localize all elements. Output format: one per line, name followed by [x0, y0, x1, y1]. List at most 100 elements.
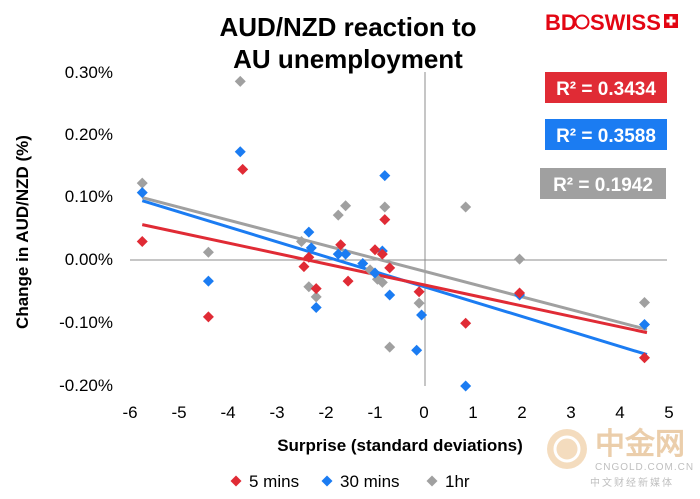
- point-5mins: [310, 283, 322, 295]
- r2-badge-background: [540, 168, 666, 199]
- point-1hr: [310, 291, 322, 303]
- point-30mins: [379, 170, 391, 182]
- data-points: [136, 75, 650, 392]
- point-30mins: [310, 302, 322, 313]
- point-5mins: [379, 214, 391, 226]
- point-5mins: [202, 311, 214, 323]
- point-5mins: [514, 287, 526, 299]
- point-5mins: [237, 163, 249, 175]
- cngold-watermark: 中金网 CNGOLD.COM.CN 中文财经新媒体: [547, 427, 694, 489]
- point-1hr: [384, 341, 396, 353]
- legend: 5 mins 30 mins 1hr: [230, 472, 470, 491]
- x-tick-label: 5: [664, 403, 673, 422]
- x-tick-label: -4: [220, 403, 235, 422]
- point-1hr: [379, 201, 391, 213]
- chart-subtitle: AU unemployment: [233, 44, 463, 74]
- point-1hr: [136, 177, 148, 189]
- trendlines: [141, 196, 648, 357]
- legend-label-30min: 30 mins: [340, 472, 400, 491]
- y-tick-label: 0.00%: [65, 250, 113, 269]
- x-tick-label: 1: [468, 403, 477, 422]
- watermark-logo-icon: [547, 429, 587, 469]
- point-5mins: [342, 275, 354, 287]
- point-5mins: [413, 286, 425, 298]
- point-30mins: [639, 318, 650, 330]
- point-1hr: [332, 209, 344, 221]
- logo-ring-icon: [574, 14, 590, 30]
- r2-badge-background: [545, 72, 667, 103]
- x-tick-labels: -6 -5 -4 -3 -2 -1 0 1 2 3 4 5: [122, 403, 673, 422]
- r2-5min-text: R² = 0.3434: [556, 79, 656, 100]
- watermark-url-text: CNGOLD.COM.CN: [595, 462, 694, 473]
- x-tick-label: -6: [122, 403, 137, 422]
- x-tick-label: 4: [615, 403, 624, 422]
- logo-bd-text: BD: [545, 10, 577, 35]
- point-30mins: [234, 146, 246, 158]
- y-tick-label: -0.20%: [59, 376, 113, 395]
- point-30mins: [416, 309, 428, 321]
- r2-badge-30min: R² = 0.3588: [545, 119, 667, 150]
- x-axis-title: Surprise (standard deviations): [277, 436, 523, 455]
- trendline-5mins: [141, 223, 648, 335]
- point-30mins: [340, 248, 352, 260]
- trendline-1hr: [141, 196, 648, 331]
- y-axis-title: Change in AUD/NZD (%): [13, 135, 32, 329]
- legend-label-1hr: 1hr: [445, 472, 470, 491]
- point-5mins: [335, 239, 347, 251]
- x-tick-label: 0: [419, 403, 428, 422]
- r2-30min-text: R² = 0.3588: [556, 126, 656, 147]
- point-30mins: [303, 226, 315, 238]
- bdswiss-logo: BD SWISS: [545, 10, 678, 35]
- point-5mins: [460, 317, 472, 329]
- x-tick-label: 3: [566, 403, 575, 422]
- point-5mins: [376, 248, 388, 260]
- legend-marker-30min: [321, 475, 333, 487]
- point-30mins: [332, 248, 344, 260]
- point-1hr: [460, 201, 472, 213]
- r2-badge-background: [545, 119, 667, 150]
- x-tick-label: 2: [517, 403, 526, 422]
- point-1hr: [202, 246, 214, 258]
- y-tick-label: 0.10%: [65, 187, 113, 206]
- point-30mins: [369, 267, 381, 279]
- r2-1hr-text: R² = 0.1942: [553, 175, 653, 196]
- r2-badge-5min: R² = 0.3434: [545, 72, 667, 103]
- point-1hr: [514, 253, 526, 265]
- point-30mins: [305, 242, 317, 254]
- r2-badge-1hr: R² = 0.1942: [540, 168, 666, 199]
- y-tick-label: -0.10%: [59, 313, 113, 332]
- point-5mins: [384, 262, 396, 274]
- point-5mins: [298, 261, 310, 273]
- x-tick-label: -5: [171, 403, 186, 422]
- point-30mins: [384, 289, 396, 301]
- point-5mins: [303, 251, 315, 263]
- chart-title: AUD/NZD reaction to: [219, 12, 476, 42]
- watermark-cn-text: 中金网: [595, 427, 685, 461]
- watermark-sub-text: 中文财经新媒体: [590, 476, 674, 489]
- y-tick-labels: 0.30% 0.20% 0.10% 0.00% -0.10% -0.20%: [59, 63, 113, 395]
- legend-marker-5min: [230, 475, 242, 487]
- x-tick-label: -3: [269, 403, 284, 422]
- x-tick-label: -1: [367, 403, 382, 422]
- x-tick-label: -2: [318, 403, 333, 422]
- point-1hr: [296, 236, 307, 248]
- point-5mins: [639, 352, 650, 364]
- point-30mins: [136, 187, 148, 199]
- point-1hr: [376, 276, 388, 288]
- point-30mins: [411, 344, 423, 356]
- point-30mins: [460, 380, 472, 392]
- point-1hr: [234, 75, 246, 87]
- axes: [130, 72, 667, 386]
- point-5mins: [369, 244, 381, 256]
- point-1hr: [639, 296, 650, 308]
- point-30mins: [202, 275, 214, 287]
- legend-marker-1hr: [426, 475, 438, 487]
- point-30mins: [357, 258, 369, 270]
- point-1hr: [340, 200, 352, 212]
- logo-swiss-text: SWISS: [590, 10, 661, 35]
- y-tick-label: 0.20%: [65, 125, 113, 144]
- legend-label-5min: 5 mins: [249, 472, 299, 491]
- point-5mins: [136, 236, 148, 248]
- y-tick-label: 0.30%: [65, 63, 113, 82]
